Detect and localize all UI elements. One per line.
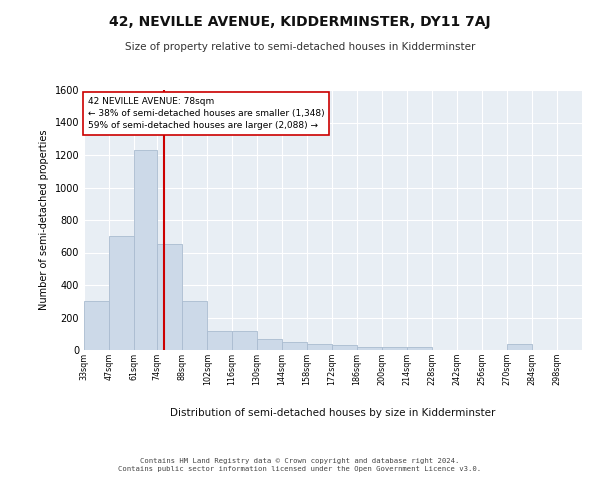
Text: Distribution of semi-detached houses by size in Kidderminster: Distribution of semi-detached houses by … [170, 408, 496, 418]
Text: 42 NEVILLE AVENUE: 78sqm
← 38% of semi-detached houses are smaller (1,348)
59% o: 42 NEVILLE AVENUE: 78sqm ← 38% of semi-d… [88, 96, 324, 130]
Text: Contains HM Land Registry data © Crown copyright and database right 2024.
Contai: Contains HM Land Registry data © Crown c… [118, 458, 482, 472]
Bar [157, 244, 182, 350]
Y-axis label: Number of semi-detached properties: Number of semi-detached properties [39, 130, 49, 310]
Bar [357, 347, 382, 350]
Bar [407, 347, 432, 350]
Bar [84, 301, 109, 350]
Bar [182, 301, 207, 350]
Bar [207, 330, 232, 350]
Bar [282, 342, 307, 350]
Bar [257, 338, 282, 350]
Text: Size of property relative to semi-detached houses in Kidderminster: Size of property relative to semi-detach… [125, 42, 475, 52]
Bar [134, 150, 157, 350]
Bar [507, 344, 532, 350]
Bar [232, 330, 257, 350]
Bar [382, 347, 407, 350]
Bar [332, 345, 357, 350]
Text: 42, NEVILLE AVENUE, KIDDERMINSTER, DY11 7AJ: 42, NEVILLE AVENUE, KIDDERMINSTER, DY11 … [109, 15, 491, 29]
Bar [307, 344, 332, 350]
Bar [109, 236, 134, 350]
